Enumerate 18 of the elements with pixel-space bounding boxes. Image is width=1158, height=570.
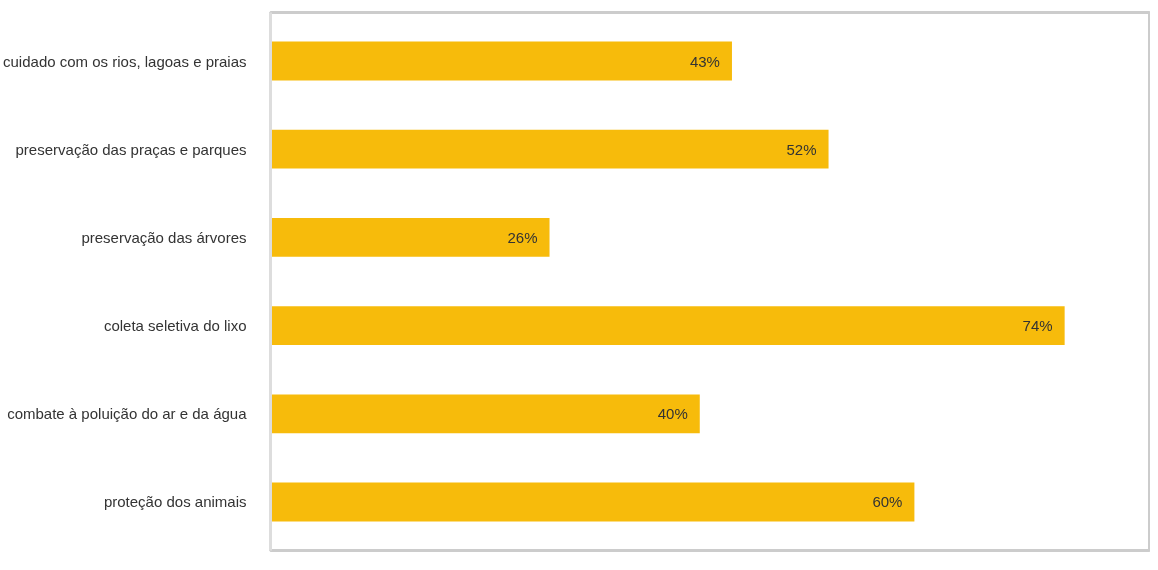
bar (270, 306, 1065, 345)
bar (270, 41, 732, 81)
data-label: 60% (872, 493, 903, 511)
bar (270, 129, 829, 169)
data-label: 40% (657, 405, 688, 423)
bar (270, 218, 550, 257)
y-tick-label: preservação das praças e parques (15, 140, 247, 158)
bar (270, 482, 915, 522)
y-tick-label: combate à poluição do ar e da água (7, 405, 248, 423)
data-label: 43% (689, 52, 720, 70)
y-tick-label: preservação das árvores (81, 228, 247, 246)
data-label: 52% (786, 140, 817, 158)
y-tick-label: proteção dos animais (103, 493, 247, 511)
y-tick-label: coleta seletiva do lixo (103, 317, 247, 335)
data-label: 26% (507, 228, 538, 246)
bar (270, 394, 700, 434)
data-label: 74% (1022, 317, 1053, 335)
y-tick-label: cuidado com os rios, lagoas e praias (3, 52, 247, 70)
